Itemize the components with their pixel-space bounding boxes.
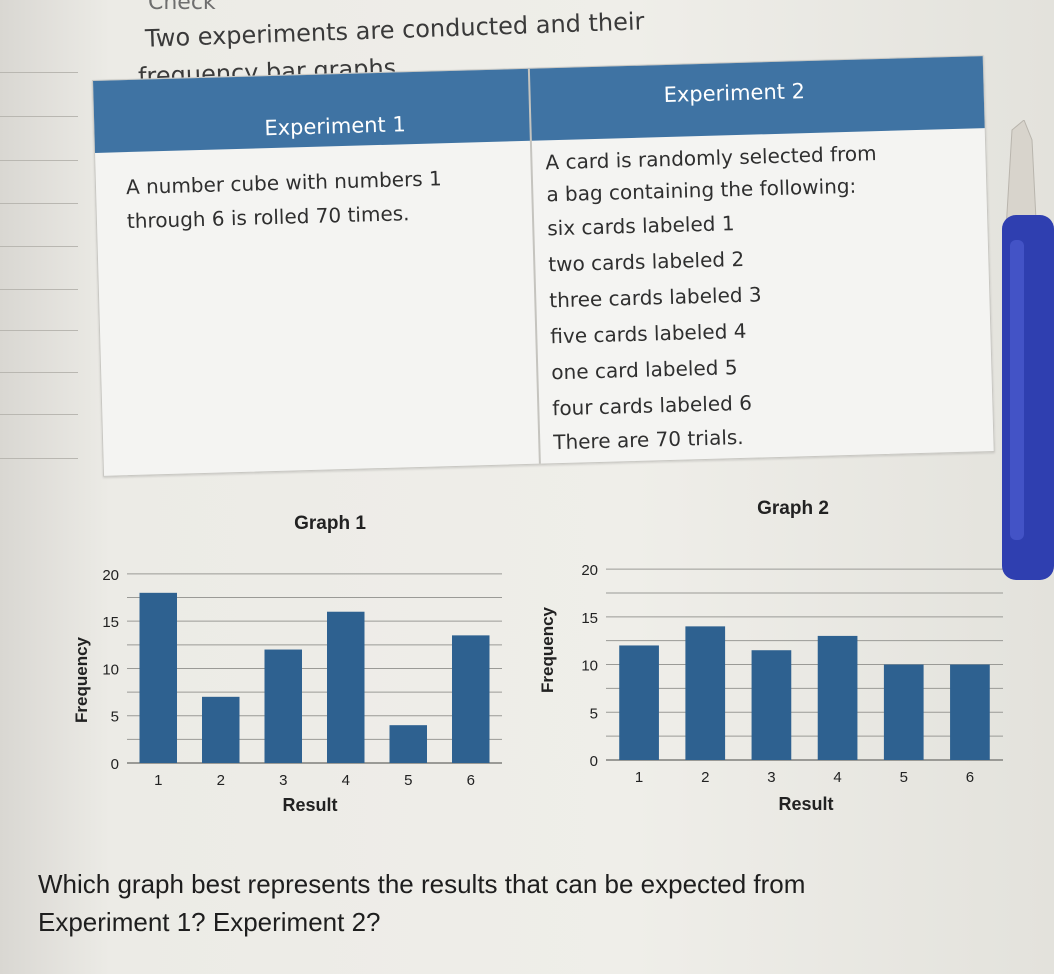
bar-result-1 [619, 645, 659, 760]
graph-2-svg: Graph 2 0 5 10 15 20 1 2 3 4 5 6 Result Frequency [538, 498, 1003, 814]
bar-result-4 [817, 635, 858, 760]
ruled-line [0, 116, 78, 117]
y-tick-label: 0 [111, 756, 119, 773]
header-experiment-1: Experiment 1 [264, 112, 407, 141]
bar-result-4 [327, 611, 365, 763]
ruled-line [0, 72, 78, 73]
bar-result-1 [139, 592, 177, 763]
bar-result-5 [389, 725, 427, 763]
experiment-2-line: six cards labeled 1 [546, 211, 735, 241]
ruled-line [0, 289, 78, 290]
y-tick-label: 5 [590, 705, 598, 722]
question-text: Which graph best represents the results … [38, 865, 805, 941]
graph-2-y-label: Frequency [538, 606, 557, 693]
experiment-2-line: five cards labeled 4 [550, 318, 747, 349]
x-tick-label: 4 [342, 772, 350, 789]
experiment-2-line: one card labeled 5 [551, 355, 738, 385]
y-tick-label: 5 [111, 709, 119, 726]
graph-2: Graph 2 0 5 10 15 20 1 2 3 4 5 6 Result Frequency [528, 490, 1013, 824]
graph-1-title: Graph 1 [294, 513, 366, 534]
x-tick-label: 1 [154, 772, 162, 789]
x-tick-label: 2 [217, 772, 225, 789]
experiments-table: Experiment 1 Experiment 2 A number cube … [92, 55, 995, 477]
x-tick-label: 1 [635, 769, 643, 786]
graph-2-title: Graph 2 [757, 498, 829, 519]
bar-result-2 [685, 626, 726, 760]
y-tick-label: 15 [581, 610, 598, 627]
y-tick-label: 10 [581, 658, 598, 675]
y-tick-label: 15 [102, 614, 119, 631]
y-tick-label: 0 [590, 753, 598, 770]
section-heading: Check [148, 0, 216, 15]
graph-1-y-label: Frequency [72, 636, 91, 723]
experiment-2-line: A card is randomly selected from [545, 141, 877, 175]
bar-result-2 [202, 696, 240, 763]
ruled-line [0, 330, 78, 331]
experiment-2-line: two cards labeled 2 [547, 246, 745, 277]
ruled-line [0, 372, 78, 373]
bar-result-3 [751, 650, 792, 760]
experiment-1-description: A number cube with numbers 1 through 6 i… [125, 166, 443, 234]
ruled-line [0, 246, 78, 247]
y-tick-label: 20 [102, 567, 119, 584]
bar-result-3 [264, 649, 302, 763]
experiment-2-line: There are 70 trials. [552, 424, 744, 455]
header-experiment-2: Experiment 2 [663, 79, 806, 108]
x-tick-label: 5 [404, 772, 412, 789]
bar-result-6 [950, 664, 990, 760]
pen-image [1002, 120, 1054, 580]
x-tick-label: 3 [767, 769, 775, 786]
x-tick-label: 6 [467, 772, 475, 789]
question-line-2: Experiment 1? Experiment 2? [38, 907, 381, 937]
intro-line-1: Two experiments are conducted and their [144, 7, 645, 53]
ruled-line [0, 203, 78, 204]
experiment-2-line: four cards labeled 6 [552, 390, 753, 421]
ruled-line [0, 160, 78, 161]
bar-result-5 [883, 664, 924, 760]
x-tick-label: 6 [966, 769, 974, 786]
graph-1-x-label: Result [282, 795, 337, 815]
ruled-line [0, 458, 78, 459]
x-tick-label: 3 [279, 772, 287, 789]
y-tick-label: 10 [102, 661, 119, 678]
experiment-2-line: a bag containing the following: [546, 173, 857, 207]
graph-1-svg: Graph 1 0 5 10 15 20 1 2 3 4 5 6 Result Frequency [72, 513, 502, 815]
bar-result-6 [452, 635, 490, 763]
x-tick-label: 2 [701, 769, 709, 786]
x-tick-label: 5 [900, 769, 908, 786]
experiment-2-line: three cards labeled 3 [548, 282, 762, 313]
graph-1: Graph 1 0 5 10 15 20 1 2 3 4 5 6 Result Frequency [62, 505, 532, 829]
y-tick-label: 20 [581, 562, 598, 579]
ruled-line [0, 414, 78, 415]
graph-2-x-label: Result [778, 794, 833, 814]
x-tick-label: 4 [833, 769, 841, 786]
question-line-1: Which graph best represents the results … [38, 869, 806, 899]
